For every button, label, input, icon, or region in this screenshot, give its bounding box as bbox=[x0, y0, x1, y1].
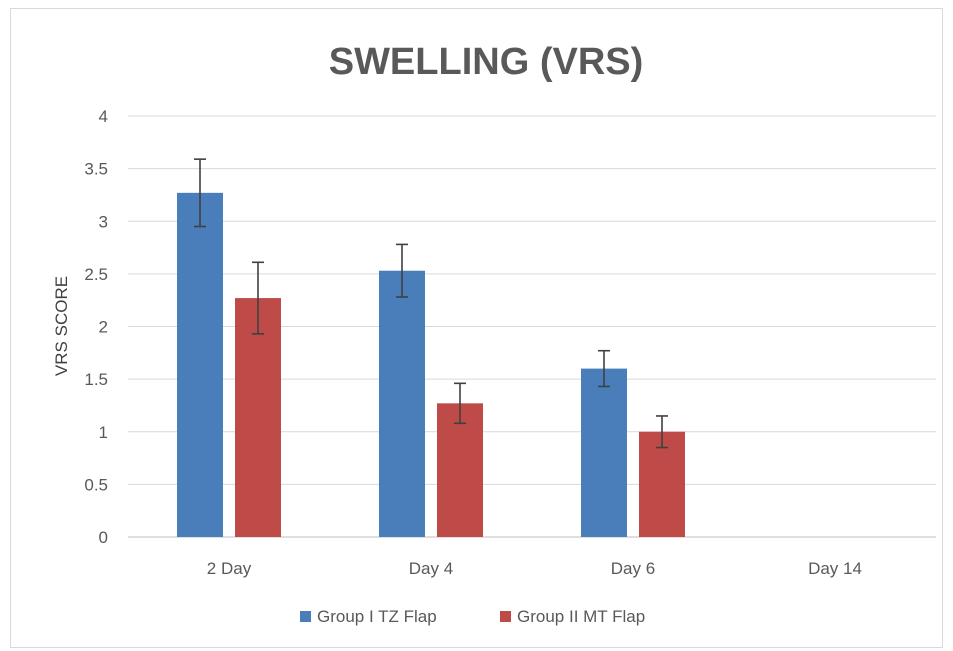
x-tick-label: Day 14 bbox=[808, 559, 862, 578]
y-axis-title: VRS SCORE bbox=[52, 276, 71, 376]
legend: Group I TZ Flap Group II MT Flap bbox=[300, 607, 645, 626]
x-tick-labels: 2 Day Day 4 Day 6 Day 14 bbox=[207, 559, 862, 578]
x-tick-label: Day 6 bbox=[611, 559, 655, 578]
y-tick-labels: 0 0.5 1 1.5 2 2.5 3 3.5 4 bbox=[84, 107, 108, 547]
x-tick-label: Day 4 bbox=[409, 559, 453, 578]
legend-swatch bbox=[500, 611, 511, 622]
bar bbox=[177, 192, 223, 537]
bar bbox=[235, 298, 281, 537]
y-tick-label: 3.5 bbox=[84, 160, 108, 179]
chart-frame bbox=[10, 8, 943, 648]
bar-series bbox=[177, 192, 685, 537]
bar bbox=[639, 431, 685, 537]
y-tick-label: 2 bbox=[99, 318, 108, 337]
y-tick-label: 1 bbox=[99, 423, 108, 442]
bar bbox=[379, 270, 425, 537]
legend-label: Group I TZ Flap bbox=[317, 607, 437, 626]
y-tick-label: 0.5 bbox=[84, 475, 108, 494]
y-tick-label: 0 bbox=[99, 528, 108, 547]
legend-label: Group II MT Flap bbox=[517, 607, 645, 626]
chart-title: SWELLING (VRS) bbox=[329, 41, 644, 83]
x-tick-label: 2 Day bbox=[207, 559, 252, 578]
y-tick-label: 4 bbox=[99, 107, 108, 126]
error-bars bbox=[194, 158, 668, 449]
y-tick-label: 3 bbox=[99, 212, 108, 231]
legend-swatch bbox=[300, 611, 311, 622]
bar bbox=[581, 368, 627, 537]
y-tick-label: 2.5 bbox=[84, 265, 108, 284]
y-tick-label: 1.5 bbox=[84, 370, 108, 389]
bar bbox=[437, 403, 483, 537]
